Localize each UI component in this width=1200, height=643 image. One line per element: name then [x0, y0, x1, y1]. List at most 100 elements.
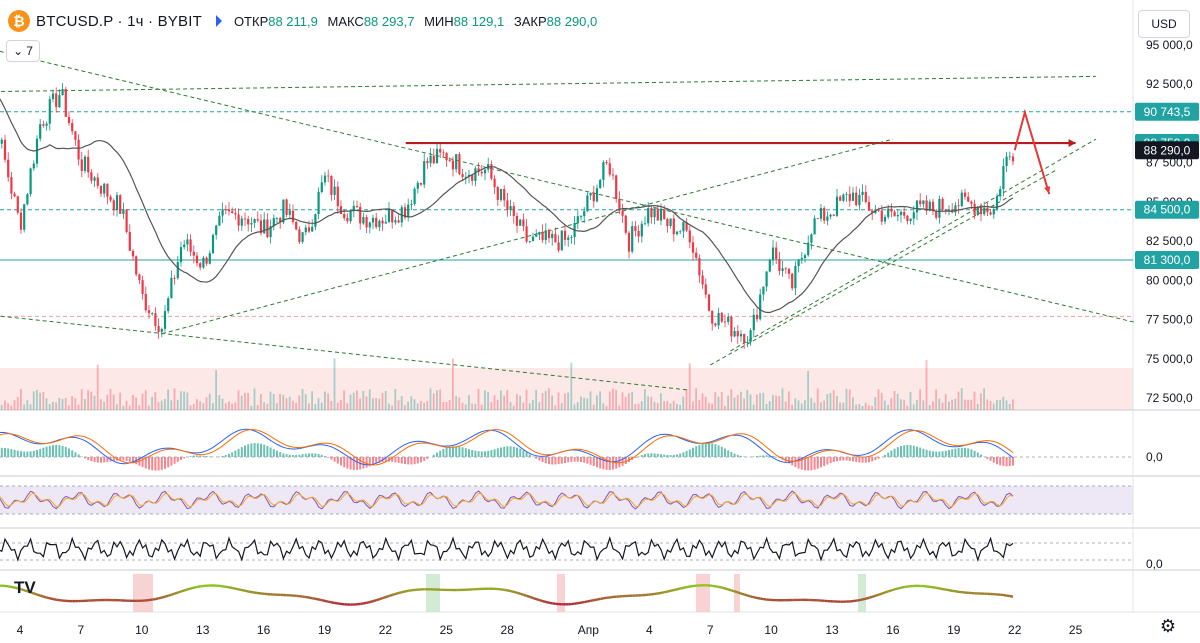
candle-body: [237, 214, 240, 226]
volume-bar: [666, 400, 669, 410]
trend-zone-0: [133, 574, 153, 612]
macd-histogram-bar: [893, 448, 896, 457]
volume-bar: [196, 399, 198, 410]
candle-body: [125, 209, 128, 233]
candle-body: [349, 211, 352, 222]
symbol-title[interactable]: BTCUSD.P · 1ч · BYBIT: [36, 12, 202, 30]
candle-body: [7, 159, 10, 178]
trend-strength-segment: [395, 591, 399, 596]
candle-body: [439, 148, 442, 153]
candle-body: [471, 174, 474, 181]
candle-body: [906, 215, 909, 222]
candle-body: [490, 164, 493, 179]
volume-bar: [170, 400, 173, 410]
volume-bar: [660, 393, 662, 410]
volume-bar: [218, 395, 221, 410]
macd-histogram-bar: [144, 457, 147, 469]
trend-strength-segment: [935, 586, 940, 590]
candle-body: [250, 223, 253, 225]
macd-histogram-bar: [58, 445, 61, 457]
candle-body: [723, 321, 727, 323]
candle-body: [122, 209, 125, 214]
macd-histogram-bar: [39, 448, 42, 457]
volume-bar: [119, 392, 121, 410]
macd-histogram-bar: [148, 457, 150, 470]
trend-line-2[interactable]: [0, 312, 690, 391]
volume-bar: [132, 395, 134, 410]
candle-body: [640, 223, 643, 237]
trend-strength-segment: [241, 588, 246, 592]
macd-histogram-bar: [84, 457, 86, 459]
candle-body: [55, 93, 58, 108]
macd-histogram-bar: [925, 449, 928, 457]
macd-histogram-bar: [346, 457, 349, 469]
trend-strength-segment: [308, 596, 313, 600]
candle-body: [787, 268, 791, 274]
volume-bar: [346, 403, 349, 410]
volume-bar: [260, 394, 262, 410]
macd-histogram-bar: [663, 454, 666, 457]
open-value: 88 211,9: [268, 13, 318, 29]
macd-histogram-bar: [327, 457, 330, 458]
trend-strength-segment: [33, 592, 38, 596]
candle-body: [29, 168, 32, 195]
trend-strength-segment: [689, 584, 694, 588]
macd-histogram-bar: [535, 457, 538, 459]
volume-bar: [52, 401, 54, 410]
trend-strength-segment: [859, 598, 863, 602]
volume-bar: [180, 391, 182, 410]
macd-histogram-bar: [458, 446, 461, 457]
macd-histogram-bar: [496, 448, 499, 457]
candle-body: [778, 258, 781, 271]
candle-body: [0, 139, 3, 144]
volume-bar: [973, 391, 976, 410]
gear-icon[interactable]: ⚙: [1159, 616, 1177, 636]
volume-bar: [916, 400, 918, 410]
macd-histogram-bar: [813, 457, 816, 470]
candle-body: [845, 193, 848, 195]
volume-bar: [231, 403, 233, 410]
tradingview-logo[interactable]: TV: [14, 578, 36, 597]
candle-body: [794, 266, 797, 289]
trend-line-0[interactable]: [0, 75, 1096, 93]
volume-bar: [308, 403, 310, 410]
volume-bar: [148, 405, 150, 410]
macd-histogram-bar: [724, 448, 726, 457]
candle-body: [544, 230, 547, 241]
candle-body: [867, 202, 871, 211]
trend-strength-segment: [900, 585, 905, 589]
volume-bar: [980, 393, 982, 410]
trend-strength-segment: [247, 590, 252, 594]
macd-histogram-bar: [864, 457, 867, 463]
volume-bar: [285, 398, 288, 410]
x-tick-label: 16: [257, 623, 271, 637]
macd-histogram-bar: [868, 457, 870, 463]
volume-bar: [964, 399, 966, 410]
volume-bar: [7, 403, 9, 410]
candle-body: [570, 237, 573, 238]
candle-body: [663, 209, 666, 220]
macd-histogram-bar: [151, 457, 154, 471]
volume-bar: [90, 391, 93, 410]
indicators-collapse-button[interactable]: ⌄ 7: [6, 40, 40, 62]
trend-line-1[interactable]: [0, 50, 1137, 324]
flag-icon[interactable]: [215, 15, 222, 27]
macd-histogram-bar: [205, 456, 208, 457]
candle-body: [173, 277, 176, 279]
currency-button[interactable]: USD: [1138, 10, 1190, 38]
macd-histogram-bar: [340, 457, 342, 466]
candle-body: [855, 192, 858, 206]
volume-bar: [340, 399, 342, 410]
volume-bar: [519, 395, 521, 410]
candle-body: [186, 239, 189, 245]
candle-body: [378, 220, 381, 228]
trend-line-5[interactable]: [730, 138, 1097, 352]
candle-body: [669, 218, 672, 227]
moving-average-line[interactable]: [0, 53, 1014, 314]
volume-bar: [512, 405, 515, 410]
volume-bar: [109, 388, 112, 410]
forecast-arrow[interactable]: [1013, 108, 1051, 195]
volume-bar: [48, 404, 51, 410]
trend-strength-segment: [193, 585, 198, 589]
